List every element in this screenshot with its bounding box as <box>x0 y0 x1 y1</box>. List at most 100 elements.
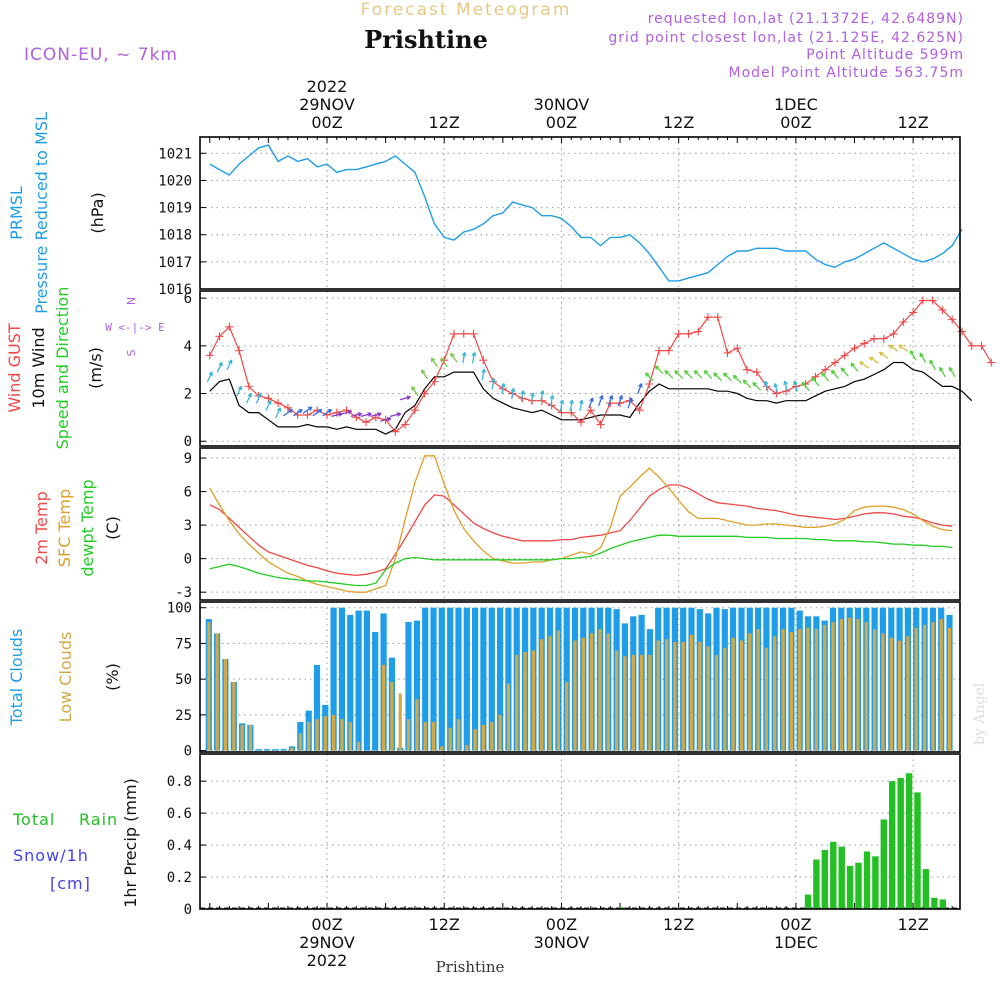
wind-direction-arrow <box>471 352 477 364</box>
grid-point-coords: grid point closest lon,lat (21.125E, 42.… <box>608 30 964 46</box>
y-tick-label: 75 <box>175 636 192 652</box>
left-labels: PRMSL Pressure Reduced to MSL (hPa) Wind GU… <box>5 112 165 908</box>
panel-frame <box>199 753 961 910</box>
y-tick-label: 0 <box>184 902 192 918</box>
rain-bar <box>931 897 938 909</box>
gust-marker <box>430 377 439 386</box>
total-cloud-bar <box>272 749 279 751</box>
low-cloud-bar <box>215 633 219 751</box>
model-label: ICON-EU, ~ 7km <box>24 45 178 65</box>
low-cloud-bar <box>864 622 868 751</box>
wind-direction-arrow <box>732 374 742 384</box>
wind-gust-label: Wind GUST <box>5 323 24 413</box>
total-cloud-bar <box>255 749 262 751</box>
clouds-panel: 0 25 50 75 100 <box>167 601 953 760</box>
total-cloud-bar <box>330 607 337 751</box>
wind-direction-arrow <box>793 380 798 392</box>
gust-marker <box>909 308 918 317</box>
top-time-label: 29NOV <box>299 95 355 114</box>
gust-marker <box>303 411 312 419</box>
wind-direction-arrow <box>302 406 313 414</box>
low-cloud-bar <box>947 627 952 751</box>
wind-direction-arrow <box>703 369 713 379</box>
total-cloud-bar <box>497 607 504 751</box>
low-cloud-bar <box>631 654 635 751</box>
gust-marker <box>938 306 947 315</box>
low-cloud-bar <box>398 693 402 751</box>
y-tick-label: 0 <box>184 744 192 760</box>
wind-direction-arrow <box>597 395 604 407</box>
wind-direction-arrow <box>312 408 323 417</box>
y-tick-label: 3 <box>184 518 192 534</box>
gust-marker <box>215 332 224 341</box>
low-cloud-bar <box>798 629 802 751</box>
wind-direction-arrow <box>500 383 506 395</box>
gust-marker <box>576 418 585 427</box>
gust-marker <box>401 420 410 429</box>
wind-speed-line <box>209 361 973 435</box>
low-cloud-bar <box>240 724 244 751</box>
wind-direction-arrow <box>389 412 402 418</box>
panel-frame <box>199 136 961 290</box>
gust-marker <box>469 329 478 338</box>
gust-marker <box>830 358 839 367</box>
low-cloud-bar <box>731 637 735 751</box>
y-tick-label: 50 <box>175 672 192 688</box>
low-cloud-bar <box>248 724 252 751</box>
wind-direction-arrow <box>909 350 917 361</box>
low-cloud-bar <box>839 619 843 751</box>
wind-direction-arrow <box>801 381 810 392</box>
low-cloud-bar <box>748 633 752 751</box>
wind-direction-arrow <box>216 361 223 373</box>
low-cloud-bar <box>656 640 660 751</box>
wind-direction-arrow <box>693 369 703 379</box>
total-cloud-bar <box>413 620 420 751</box>
low-cloud-bar <box>698 642 702 751</box>
wind-direction-arrow <box>830 369 839 380</box>
panel-frame <box>199 290 961 447</box>
top-time-label: 12Z <box>663 113 694 132</box>
wind-direction-arrow <box>664 369 674 379</box>
wind-direction-arrow <box>380 416 392 422</box>
gust-marker <box>713 313 722 322</box>
wind-direction-arrow <box>939 366 946 378</box>
gust-marker <box>283 403 292 412</box>
rain-bar <box>914 792 921 909</box>
gust-marker <box>225 322 234 331</box>
low-cloud-bar <box>232 682 236 751</box>
low-cloud-bar <box>640 654 644 751</box>
low-cloud-bar <box>298 733 302 751</box>
low-cloud-bar <box>665 639 669 751</box>
gust-marker <box>586 406 595 415</box>
wind-direction-arrow <box>236 385 243 397</box>
wind-direction-arrow <box>549 394 555 407</box>
total-cloud-bar <box>472 607 479 751</box>
wind-direction-arrow <box>617 395 623 407</box>
low-cloud-bar <box>823 624 827 751</box>
wind-direction-arrow <box>637 383 643 395</box>
gust-marker <box>596 420 605 429</box>
wind-direction-arrow <box>539 390 545 402</box>
low-cloud-bar <box>873 629 877 751</box>
wind-direction-arrow <box>322 408 333 417</box>
wind-direction-arrow <box>811 376 820 387</box>
total-cloud-bar <box>422 607 429 751</box>
low-cloud-bar <box>814 629 818 751</box>
rain-bar <box>922 869 930 909</box>
wind-direction-arrow <box>491 378 496 390</box>
sfc-line <box>209 455 953 593</box>
y-tick-label: 2 <box>184 387 192 403</box>
wind-direction-arrow <box>440 357 448 368</box>
temp-unit: (C) <box>103 516 122 540</box>
total-cloud-bar <box>313 664 321 751</box>
low-cloud-bar <box>440 746 444 751</box>
low-cloud-bar <box>357 742 361 751</box>
low-cloud-bar <box>615 650 619 751</box>
gust-marker <box>655 346 664 355</box>
total-cloud-bar <box>455 607 462 751</box>
low-cloud-bar <box>207 622 211 751</box>
low-cloud-bar <box>931 622 935 751</box>
low-cloud-bar <box>540 639 544 751</box>
low-cloud-bar <box>714 654 719 751</box>
low-cloud-bar <box>706 646 710 751</box>
